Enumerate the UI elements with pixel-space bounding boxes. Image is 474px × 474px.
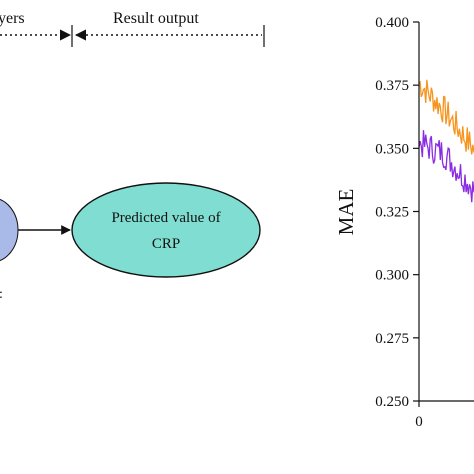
series-layer — [419, 79, 474, 203]
header-layers-fragment: yers — [0, 10, 25, 27]
y-axis-ticks: 0.250 0.275 0.300 0.325 0.350 0.375 0.400 — [375, 15, 419, 410]
output-node-line1: Predicted value of — [111, 210, 220, 226]
x-axis-ticks: 0 — [415, 401, 423, 430]
x-tick-label: 0 — [415, 414, 423, 430]
y-tick-label: 0.325 — [375, 205, 409, 221]
y-tick-label: 0.275 — [375, 331, 409, 347]
output-node-line2: CRP — [152, 236, 180, 252]
series-line-1 — [419, 79, 474, 155]
mae-chart: MAE 0.2500.2750.3000.3250.3500.3750.400 … — [334, 15, 474, 430]
flow-diagram: yers Result output : Predicted value of … — [0, 10, 265, 302]
y-tick-label: 0.250 — [375, 394, 409, 410]
header-result-output: Result output — [113, 10, 199, 27]
input-node — [0, 199, 19, 261]
y-tick-label: 0.375 — [375, 78, 409, 94]
y-axis-label: MAE — [334, 189, 358, 236]
output-node — [71, 182, 261, 278]
y-tick-label: 0.350 — [375, 141, 409, 157]
y-tick-label: 0.400 — [375, 15, 409, 31]
y-tick-label: 0.300 — [375, 268, 409, 284]
series-line-2 — [419, 130, 474, 203]
input-node-caption-fragment: : — [0, 287, 3, 302]
